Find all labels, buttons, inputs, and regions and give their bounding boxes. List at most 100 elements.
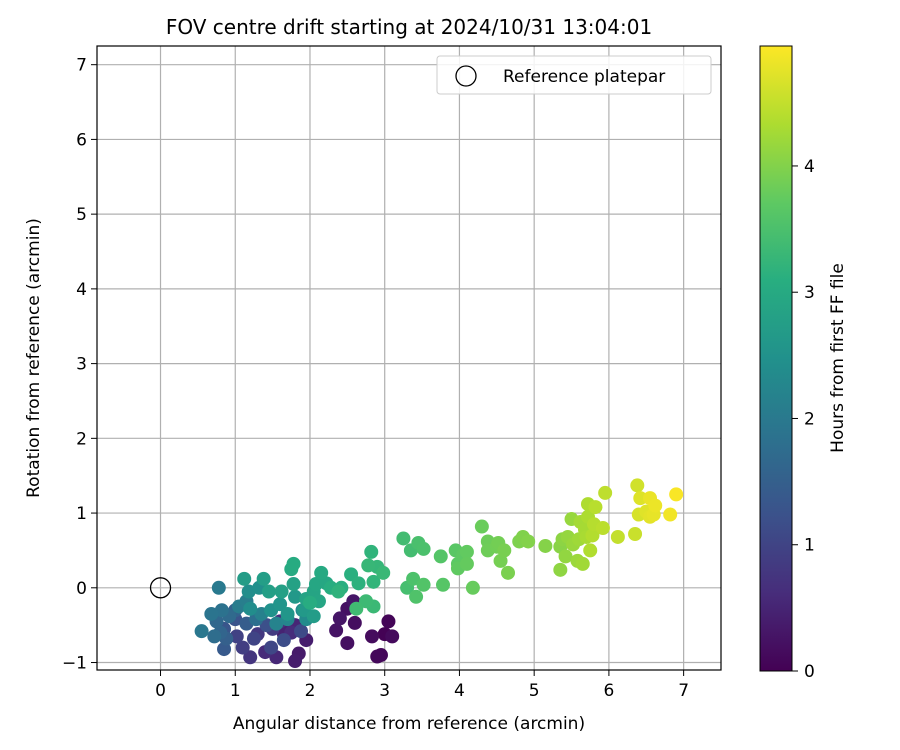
- scatter-point: [575, 556, 590, 571]
- colorbar-tick-label: 4: [804, 157, 815, 177]
- legend-open-circle-marker: [455, 65, 477, 87]
- scatter-point: [521, 534, 536, 549]
- scatter-point: [235, 640, 250, 655]
- scatter-point: [207, 629, 222, 644]
- scatter-point: [628, 526, 643, 541]
- scatter-point: [376, 565, 391, 580]
- y-tick-label: 5: [76, 205, 87, 225]
- scatter-point: [359, 594, 374, 609]
- colorbar: 0 1 2 3 4 Hours from first FF file: [759, 45, 848, 682]
- scatter-point: [366, 574, 381, 589]
- scatter-point: [288, 589, 303, 604]
- scatter-point: [269, 616, 284, 631]
- data-points: [194, 478, 684, 669]
- colorbar-tick-label: 3: [804, 283, 815, 303]
- scatter-point: [347, 615, 362, 630]
- x-axis-label: Angular distance from reference (arcmin): [233, 714, 585, 734]
- colorbar-label: Hours from first FF file: [828, 263, 848, 453]
- x-tick-label: 4: [454, 681, 465, 701]
- chart-title: FOV centre drift starting at 2024/10/31 …: [166, 15, 652, 39]
- reference-marker-layer: [149, 577, 172, 599]
- colorbar-tick-label: 2: [804, 409, 815, 429]
- scatter-point: [286, 556, 301, 571]
- scatter-point: [595, 521, 610, 536]
- y-tick-label: 2: [76, 429, 87, 449]
- legend: Reference platepar: [436, 55, 712, 95]
- scatter-point: [474, 519, 489, 534]
- y-tick-label: 4: [76, 280, 87, 300]
- scatter-point: [396, 531, 411, 546]
- scatter-point: [273, 597, 288, 612]
- scatter-point: [349, 601, 364, 616]
- legend-label-reference-platepar: Reference platepar: [503, 67, 665, 87]
- scatter-point: [261, 584, 276, 599]
- scatter-point: [332, 611, 347, 626]
- scatter-point: [308, 577, 323, 592]
- scatter-point: [217, 642, 232, 657]
- x-tick-label: 5: [529, 681, 540, 701]
- scatter-point: [329, 623, 344, 638]
- scatter-point: [663, 507, 678, 522]
- scatter-point: [204, 606, 219, 621]
- scatter-point: [364, 544, 379, 559]
- scatter-point: [459, 556, 474, 571]
- scatter-point: [409, 589, 424, 604]
- colorbar-tick-label: 1: [804, 536, 815, 556]
- scatter-point: [416, 541, 431, 556]
- scatter-point: [381, 614, 396, 629]
- scatter-point: [610, 529, 625, 544]
- scatter-point: [314, 565, 329, 580]
- scatter-point: [243, 650, 258, 665]
- scatter-point: [501, 565, 516, 580]
- scatter-point: [598, 485, 613, 500]
- scatter-point: [406, 571, 421, 586]
- scatter-point: [246, 631, 261, 646]
- x-tick-label: 7: [678, 681, 689, 701]
- scatter-point: [194, 624, 209, 639]
- scatter-point: [648, 498, 663, 513]
- legend-box: [436, 55, 712, 95]
- colorbar-tick-label: 0: [804, 662, 815, 682]
- y-tick-label: −1: [62, 654, 87, 674]
- scatter-point: [331, 584, 346, 599]
- y-axis-ticks: −1 0 1 2 3 4 5 6 7: [62, 56, 97, 674]
- reference-platepar-marker: [149, 577, 172, 599]
- scatter-point: [302, 595, 317, 610]
- scatter-point: [497, 543, 512, 558]
- x-tick-label: 6: [603, 681, 614, 701]
- scatter-point: [583, 543, 598, 558]
- scatter-point: [630, 478, 645, 493]
- y-tick-label: 6: [76, 130, 87, 150]
- colorbar-ticks: 0 1 2 3 4: [792, 157, 815, 682]
- y-tick-label: 1: [76, 504, 87, 524]
- scatter-point: [211, 580, 226, 595]
- scatter-point: [280, 606, 295, 621]
- scatter-point: [553, 562, 568, 577]
- plot-frame: [96, 45, 722, 671]
- scatter-point: [351, 576, 366, 591]
- scatter-point: [465, 580, 480, 595]
- scatter-point: [385, 629, 400, 644]
- scatter-point: [340, 636, 355, 651]
- scatter-point: [306, 609, 321, 624]
- scatter-point: [264, 640, 279, 655]
- scatter-point: [276, 633, 291, 648]
- scatter-point: [256, 571, 271, 586]
- scatter-point: [294, 624, 309, 639]
- scatter-point: [361, 558, 376, 573]
- x-tick-label: 2: [305, 681, 316, 701]
- y-axis-label: Rotation from reference (arcmin): [24, 218, 44, 498]
- scatter-point: [274, 584, 289, 599]
- scatter-point: [416, 577, 431, 592]
- scatter-point: [433, 549, 448, 564]
- y-tick-label: 7: [76, 56, 87, 76]
- scatter-point: [243, 601, 258, 616]
- x-tick-label: 0: [155, 681, 166, 701]
- x-tick-label: 3: [379, 681, 390, 701]
- scatter-point: [585, 528, 600, 543]
- scatter-point: [588, 500, 603, 515]
- scatter-point: [288, 654, 303, 669]
- scatter-point: [237, 571, 252, 586]
- grid-lines: [97, 46, 721, 670]
